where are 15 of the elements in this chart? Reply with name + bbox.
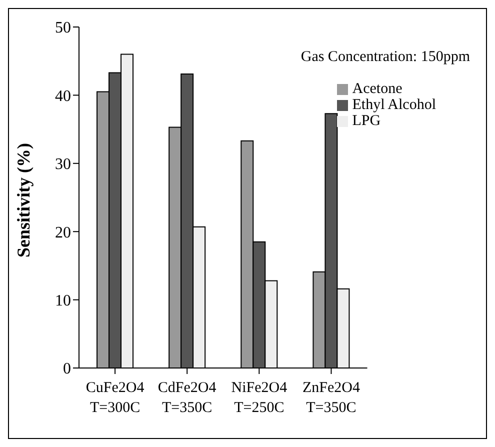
legend-label: Acetone — [352, 81, 402, 97]
x-tick-label: ZnFe2O4 T=350C — [302, 380, 360, 416]
x-tick-label: NiFe2O4 T=250C — [231, 380, 288, 416]
legend-label: LPG — [352, 113, 381, 129]
y-tick-label: 20 — [55, 224, 71, 242]
y-tick-label: 0 — [63, 360, 71, 378]
x-tick-label: CdFe2O4 T=350C — [158, 380, 217, 416]
annotation: Gas Concentration: 150ppm — [300, 49, 470, 66]
y-axis-title: Sensitivity (%) — [13, 143, 34, 258]
y-tick-label: 40 — [55, 88, 71, 105]
x-tick-label: CuFe2O4 T=300C — [86, 380, 145, 416]
y-tick-label: 10 — [55, 292, 71, 310]
y-tick-label: 50 — [55, 20, 71, 37]
y-tick-label: 30 — [55, 156, 71, 174]
legend-label: Ethyl Alcohol — [352, 97, 436, 113]
